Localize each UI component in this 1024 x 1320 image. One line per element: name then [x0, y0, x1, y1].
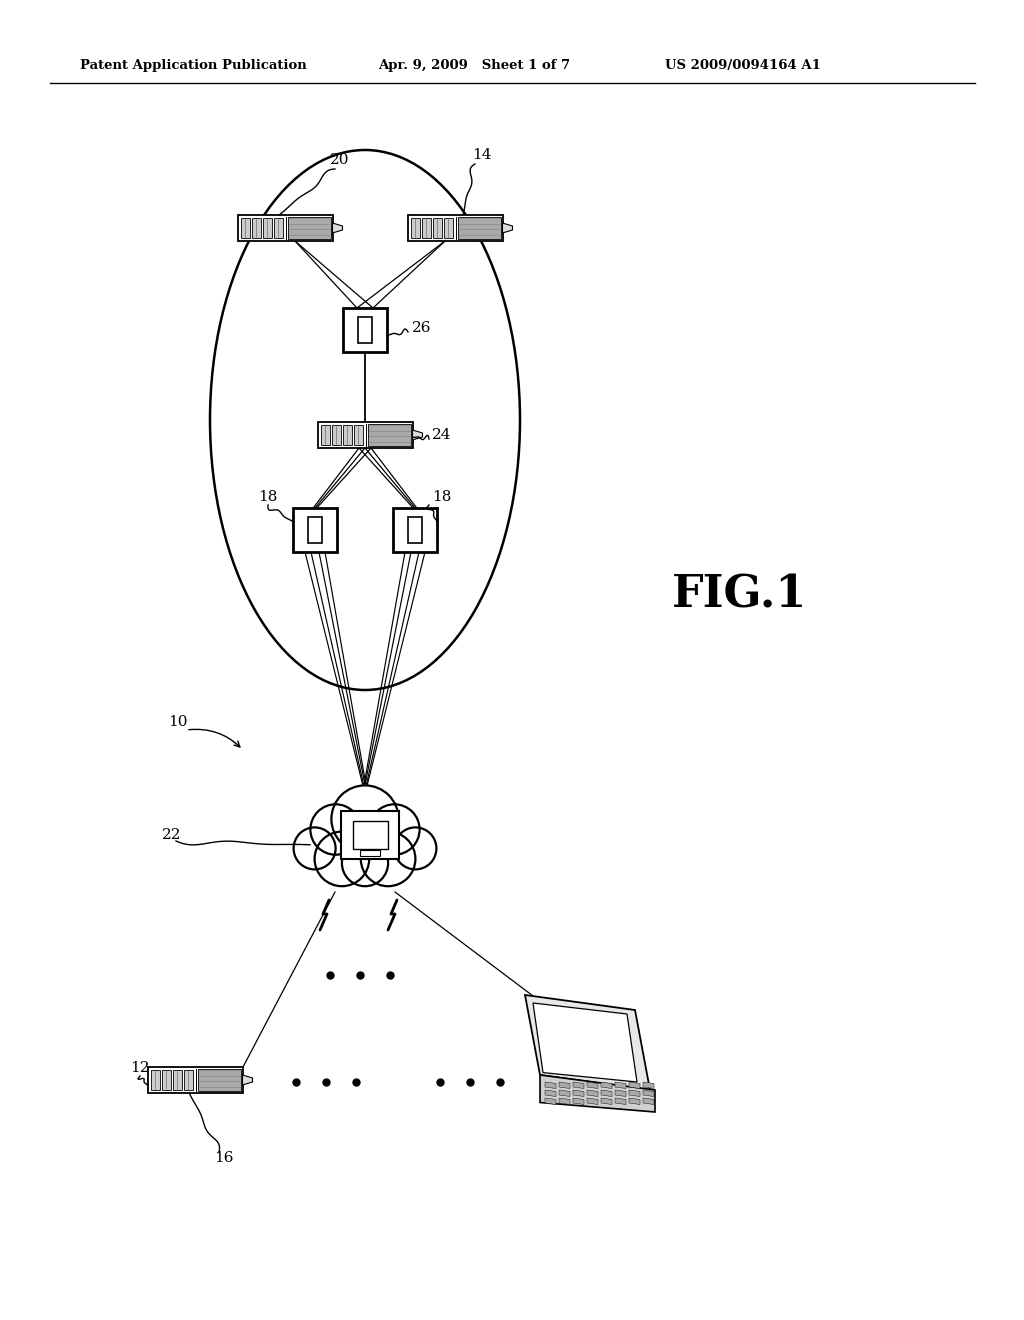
Circle shape: [332, 785, 398, 853]
Bar: [343, 308, 387, 352]
Bar: [198, 1069, 241, 1092]
Bar: [151, 1071, 160, 1090]
Bar: [172, 1071, 181, 1090]
Text: 16: 16: [214, 1151, 233, 1166]
Bar: [422, 218, 430, 238]
Polygon shape: [559, 1098, 570, 1105]
Text: 18: 18: [258, 490, 278, 504]
Text: 18: 18: [432, 490, 452, 504]
Bar: [408, 517, 422, 543]
Polygon shape: [525, 995, 650, 1090]
Bar: [147, 1067, 243, 1093]
Polygon shape: [587, 1098, 598, 1105]
Text: 22: 22: [162, 828, 181, 842]
Bar: [273, 218, 283, 238]
Bar: [238, 215, 333, 242]
FancyArrowPatch shape: [188, 730, 240, 747]
Text: 20: 20: [330, 153, 349, 168]
Text: 10: 10: [168, 715, 187, 729]
Bar: [162, 1071, 171, 1090]
Bar: [293, 508, 337, 552]
Polygon shape: [540, 1074, 655, 1111]
Polygon shape: [534, 1003, 637, 1082]
Polygon shape: [643, 1082, 654, 1089]
Bar: [352, 821, 387, 849]
Text: 12: 12: [130, 1061, 150, 1074]
Bar: [341, 810, 399, 859]
Polygon shape: [573, 1082, 584, 1089]
Bar: [252, 218, 260, 238]
Polygon shape: [559, 1082, 570, 1089]
Bar: [241, 218, 250, 238]
Text: FIG.1: FIG.1: [672, 573, 807, 616]
Bar: [360, 850, 380, 855]
Polygon shape: [333, 223, 342, 234]
Bar: [393, 508, 437, 552]
Circle shape: [370, 804, 420, 855]
Circle shape: [310, 804, 360, 855]
Bar: [443, 218, 453, 238]
Polygon shape: [587, 1082, 598, 1089]
Bar: [183, 1071, 193, 1090]
Bar: [321, 425, 330, 445]
Bar: [411, 218, 420, 238]
Bar: [308, 517, 322, 543]
Polygon shape: [545, 1090, 556, 1097]
Text: 26: 26: [412, 321, 431, 335]
Polygon shape: [601, 1082, 612, 1089]
Bar: [262, 218, 271, 238]
Text: Apr. 9, 2009   Sheet 1 of 7: Apr. 9, 2009 Sheet 1 of 7: [378, 58, 570, 71]
Polygon shape: [573, 1098, 584, 1105]
Polygon shape: [629, 1090, 640, 1097]
Polygon shape: [615, 1082, 626, 1089]
Circle shape: [394, 828, 436, 870]
Bar: [358, 317, 372, 343]
Text: 14: 14: [472, 148, 492, 162]
Polygon shape: [573, 1090, 584, 1097]
Polygon shape: [643, 1098, 654, 1105]
Polygon shape: [559, 1090, 570, 1097]
Polygon shape: [587, 1090, 598, 1097]
Circle shape: [360, 832, 416, 886]
Text: 24: 24: [432, 428, 452, 442]
Polygon shape: [545, 1082, 556, 1089]
Polygon shape: [503, 223, 512, 234]
Bar: [432, 218, 441, 238]
Bar: [368, 424, 411, 446]
Polygon shape: [643, 1090, 654, 1097]
Polygon shape: [629, 1082, 640, 1089]
Bar: [342, 425, 351, 445]
Polygon shape: [243, 1074, 253, 1085]
Polygon shape: [615, 1090, 626, 1097]
Bar: [408, 215, 503, 242]
Text: US 2009/0094164 A1: US 2009/0094164 A1: [665, 58, 821, 71]
Circle shape: [342, 840, 388, 886]
Bar: [458, 216, 501, 239]
Polygon shape: [601, 1090, 612, 1097]
Circle shape: [294, 828, 336, 870]
Text: Patent Application Publication: Patent Application Publication: [80, 58, 307, 71]
Bar: [332, 425, 341, 445]
Polygon shape: [545, 1098, 556, 1105]
Bar: [353, 425, 362, 445]
Polygon shape: [615, 1098, 626, 1105]
Bar: [288, 216, 331, 239]
Bar: [317, 422, 413, 447]
Polygon shape: [629, 1098, 640, 1105]
Polygon shape: [601, 1098, 612, 1105]
Polygon shape: [413, 430, 423, 440]
Circle shape: [314, 832, 370, 886]
